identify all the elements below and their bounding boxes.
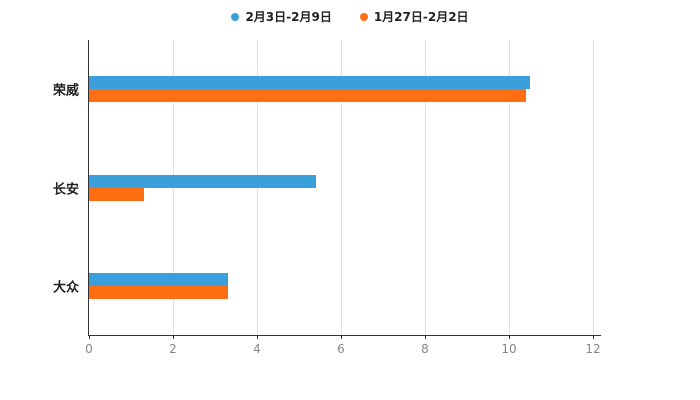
gridline xyxy=(257,40,258,335)
bar-长安-series-1 xyxy=(89,187,144,201)
y-axis-category-label: 大众 xyxy=(52,280,79,296)
x-axis-tick-label: 0 xyxy=(85,342,93,356)
x-axis-tick xyxy=(509,335,510,339)
legend-label: 1月27日-2月2日 xyxy=(373,10,469,24)
legend-item-series-0[interactable]: 2月3日-2月9日 xyxy=(231,8,332,25)
legend-label: 2月3日-2月9日 xyxy=(245,10,332,24)
x-axis-tick xyxy=(341,335,342,339)
x-axis-tick-label: 6 xyxy=(337,342,345,356)
x-axis-tick xyxy=(425,335,426,339)
x-axis-tick-label: 12 xyxy=(585,342,601,356)
legend-item-series-1[interactable]: 1月27日-2月2日 xyxy=(359,8,469,25)
plot-area: 0 2 4 6 8 10 12 荣威长安大众 xyxy=(53,40,601,356)
bar-大众-series-1 xyxy=(89,285,228,299)
bar-长安-series-0 xyxy=(89,174,316,188)
gridline xyxy=(173,40,174,335)
x-axis-tick-label: 8 xyxy=(421,342,429,356)
x-axis-tick-label: 2 xyxy=(169,342,177,356)
x-axis-tick xyxy=(593,335,594,339)
legend-dot-icon xyxy=(231,12,240,21)
gridline xyxy=(509,40,510,335)
x-axis-tick xyxy=(257,335,258,339)
chart-legend: 2月3日-2月9日 1月27日-2月2日 xyxy=(0,8,700,25)
x-axis-tick xyxy=(89,335,90,339)
x-axis-tick-label: 10 xyxy=(501,342,517,356)
gridline xyxy=(425,40,426,335)
gridline xyxy=(593,40,594,335)
y-axis-category-label: 荣威 xyxy=(52,83,79,99)
y-axis-category-label: 长安 xyxy=(52,182,79,197)
gridline xyxy=(341,40,342,335)
x-axis-tick xyxy=(173,335,174,339)
x-axis-tick-label: 4 xyxy=(253,342,261,356)
bar-荣威-series-0 xyxy=(89,76,530,90)
legend-dot-icon xyxy=(359,12,368,21)
bar-大众-series-0 xyxy=(89,272,228,286)
bar-荣威-series-1 xyxy=(89,89,526,103)
